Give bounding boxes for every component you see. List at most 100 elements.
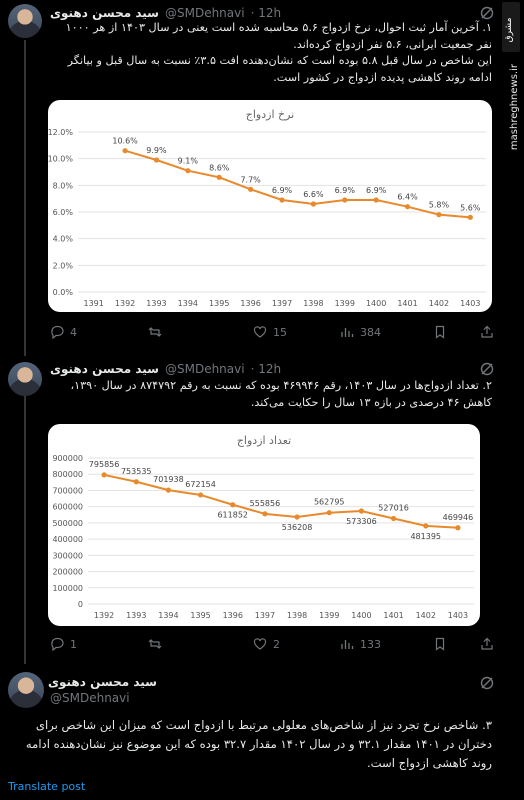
bookmark-icon bbox=[435, 637, 445, 651]
share-button[interactable] bbox=[480, 637, 494, 651]
action-bar: 1 2 133 bbox=[50, 637, 493, 655]
like-button[interactable]: 15 bbox=[253, 325, 287, 339]
retweet-icon bbox=[148, 639, 162, 649]
x-tick-label: 1395 bbox=[209, 299, 229, 308]
views-button[interactable]: 133 bbox=[340, 637, 381, 651]
share-button[interactable] bbox=[480, 325, 494, 339]
y-tick-label: 600000 bbox=[52, 503, 83, 512]
tweet-text: ۱. آخرین آمار ثبت احوال، نرخ ازدواج ۵.۶ … bbox=[65, 21, 492, 84]
data-point bbox=[423, 523, 429, 529]
tweet-1[interactable]: سید محسن دهنوی @SMDehnavi · 12h ۱. آخرین… bbox=[0, 0, 524, 350]
retweet-icon bbox=[148, 327, 162, 337]
data-point bbox=[326, 510, 332, 516]
author-handle[interactable]: @SMDehnavi bbox=[164, 362, 245, 376]
author-name[interactable]: سید محسن دهنوی bbox=[48, 675, 157, 689]
chart-card-count[interactable]: تعداد ازدواج 0 100000 200000 300000 400000 500… bbox=[48, 424, 480, 626]
heart-icon bbox=[253, 638, 267, 650]
author-handle[interactable]: @SMDehnavi bbox=[164, 6, 245, 20]
x-tick-label: 1394 bbox=[158, 611, 178, 620]
marriage-rate-chart: نرخ ازدواج 0.0% 2.0% 4.0% 6.0% 8.0% 10.0% 12.0%… bbox=[48, 108, 486, 308]
y-tick-label: 300000 bbox=[52, 551, 83, 560]
share-icon bbox=[481, 637, 493, 650]
data-label: 672154 bbox=[185, 480, 216, 489]
y-tick-label: 700000 bbox=[52, 486, 83, 495]
grok-icon[interactable] bbox=[480, 676, 494, 690]
author-handle[interactable]: @SMDehnavi bbox=[50, 691, 130, 705]
author-name[interactable]: سید محسن دهنوی bbox=[50, 6, 159, 20]
x-tick-label: 1395 bbox=[190, 611, 210, 620]
avatar[interactable] bbox=[8, 4, 42, 38]
retweet-button[interactable] bbox=[148, 325, 162, 339]
reply-button[interactable]: 4 bbox=[50, 325, 77, 339]
x-tick-label: 1396 bbox=[223, 611, 243, 620]
data-point bbox=[153, 157, 160, 163]
data-label: 6.9% bbox=[335, 186, 356, 195]
brand-logo: مشرق bbox=[502, 2, 520, 52]
bookmark-button[interactable] bbox=[433, 325, 447, 339]
x-tick-label: 1401 bbox=[383, 611, 403, 620]
y-tick-label: 0 bbox=[78, 600, 83, 609]
y-tick-label: 200000 bbox=[52, 568, 83, 577]
grok-icon[interactable] bbox=[480, 6, 494, 20]
like-count: 15 bbox=[273, 325, 287, 339]
y-tick-label: 2.0% bbox=[53, 261, 74, 270]
x-tick-label: 1392 bbox=[115, 299, 135, 308]
post-time[interactable]: · 12h bbox=[250, 362, 282, 376]
reply-count: 4 bbox=[70, 325, 77, 339]
chart-title: نرخ ازدواج bbox=[246, 108, 294, 121]
retweet-button[interactable] bbox=[148, 637, 162, 651]
reply-button[interactable]: 1 bbox=[50, 637, 77, 651]
data-label: 9.1% bbox=[178, 157, 199, 166]
y-tick-label: 4.0% bbox=[53, 235, 74, 244]
data-point bbox=[358, 508, 365, 514]
x-tick-label: 1399 bbox=[319, 611, 339, 620]
bookmark-icon bbox=[435, 325, 445, 339]
like-button[interactable]: 2 bbox=[253, 637, 280, 651]
data-label: 6.4% bbox=[397, 193, 418, 202]
y-tick-label: 900000 bbox=[52, 454, 83, 463]
chart-card-rate[interactable]: نرخ ازدواج 0.0% 2.0% 4.0% 6.0% 8.0% 10.0% 12.0%… bbox=[48, 100, 492, 312]
data-label: 9.9% bbox=[146, 146, 167, 155]
data-label: 795856 bbox=[89, 460, 120, 469]
x-tick-label: 1398 bbox=[303, 299, 323, 308]
data-label: 753535 bbox=[121, 467, 152, 476]
post-time[interactable]: · 12h bbox=[250, 6, 282, 20]
grok-icon[interactable] bbox=[480, 362, 494, 376]
heart-icon bbox=[253, 326, 267, 338]
y-tick-label: 6.0% bbox=[53, 208, 74, 217]
data-point bbox=[262, 511, 268, 517]
thread-line bbox=[24, 346, 26, 356]
data-label: 573306 bbox=[346, 517, 377, 526]
avatar[interactable] bbox=[8, 362, 42, 396]
x-tick-label: 1400 bbox=[366, 299, 386, 308]
data-label: 611852 bbox=[217, 511, 248, 520]
data-label: 527016 bbox=[378, 504, 409, 513]
x-tick-label: 1403 bbox=[460, 299, 480, 308]
reply-icon bbox=[51, 325, 64, 339]
y-tick-label: 400000 bbox=[52, 535, 83, 544]
tweet-2[interactable]: سید محسن دهنوی @SMDehnavi · 12h ۲. تعداد… bbox=[0, 346, 524, 658]
views-icon bbox=[341, 328, 354, 337]
reply-count: 1 bbox=[70, 637, 77, 651]
data-label: 7.7% bbox=[240, 175, 261, 184]
author-name[interactable]: سید محسن دهنوی bbox=[50, 362, 159, 376]
view-count: 133 bbox=[360, 637, 381, 651]
y-tick-label: 10.0% bbox=[48, 155, 73, 164]
thread-line bbox=[24, 656, 26, 664]
data-label: 8.6% bbox=[209, 163, 230, 172]
data-point bbox=[216, 174, 222, 180]
bookmark-button[interactable] bbox=[433, 637, 447, 651]
data-label: 6.9% bbox=[366, 186, 387, 195]
tweet-3[interactable]: سید محسن دهنوی @SMDehnavi ۳. شاخص نرخ تج… bbox=[0, 656, 524, 800]
x-tick-label: 1397 bbox=[272, 299, 292, 308]
data-label: 5.8% bbox=[429, 201, 450, 210]
view-count: 384 bbox=[360, 325, 381, 339]
thread-line bbox=[24, 40, 26, 350]
y-tick-label: 100000 bbox=[52, 584, 83, 593]
avatar[interactable] bbox=[8, 672, 44, 708]
views-button[interactable]: 384 bbox=[340, 325, 381, 339]
series-line bbox=[124, 149, 471, 219]
translate-link[interactable]: Translate post bbox=[8, 780, 86, 793]
data-point bbox=[310, 201, 316, 207]
data-point bbox=[373, 197, 379, 203]
